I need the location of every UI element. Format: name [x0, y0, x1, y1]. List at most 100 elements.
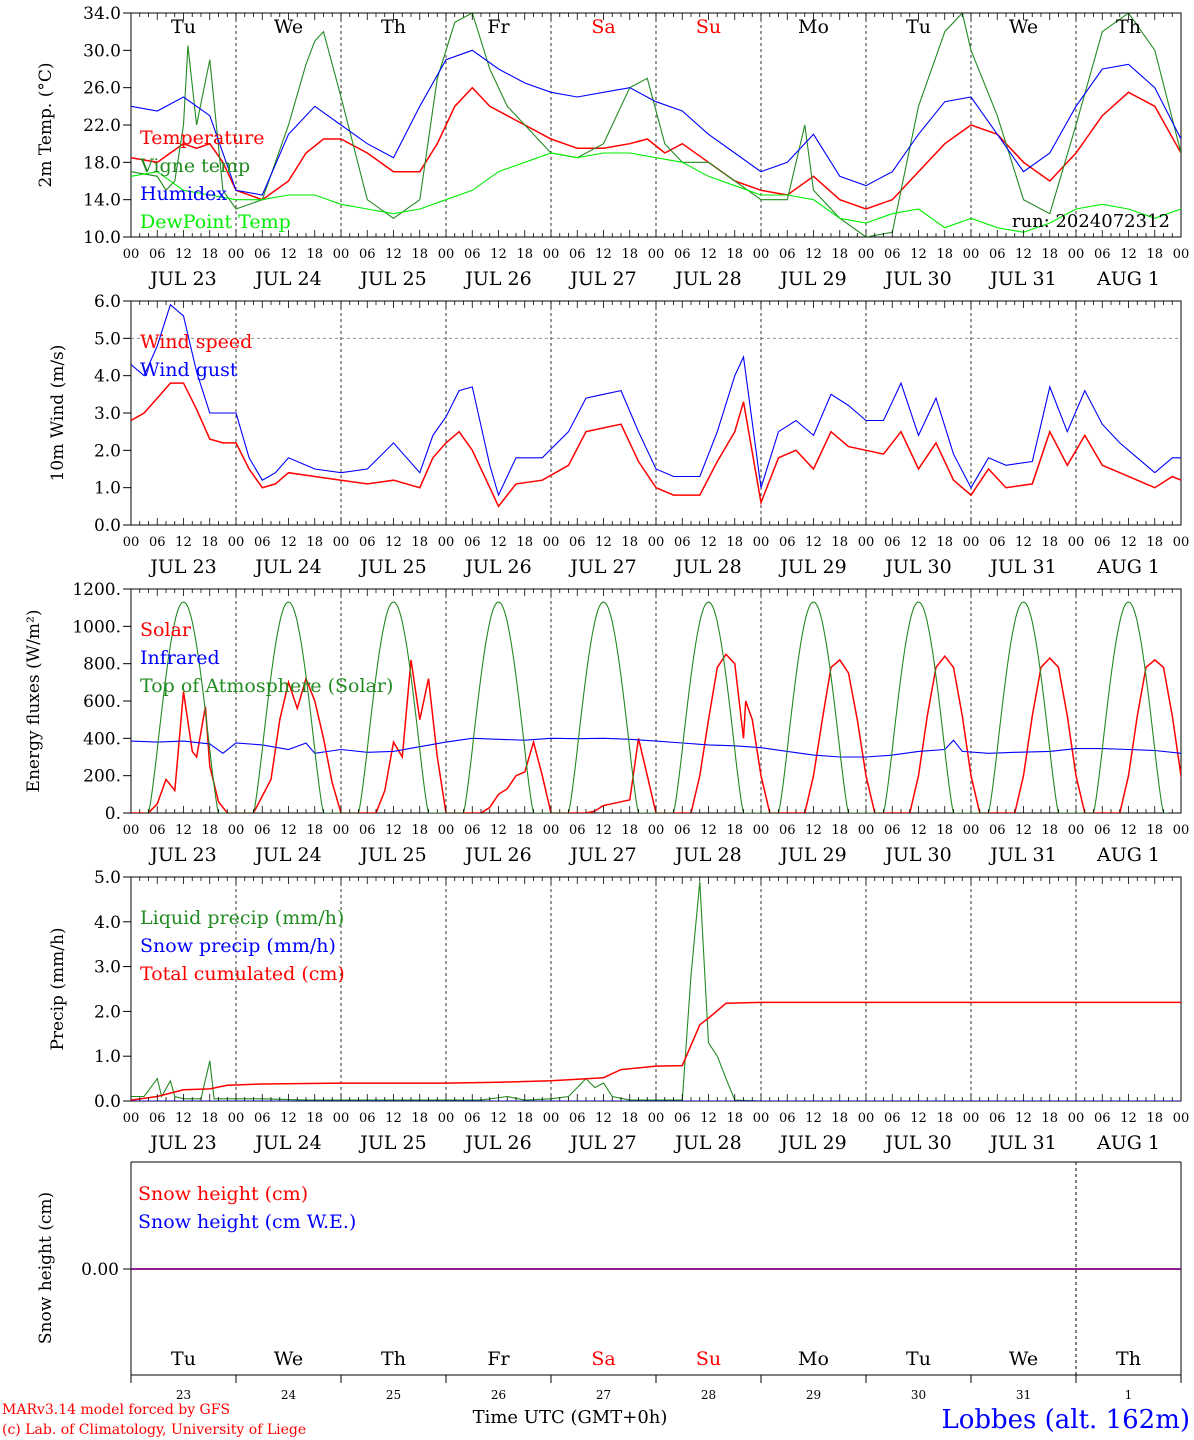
y-tick-label: 10.0	[83, 228, 121, 248]
hour-label: 00	[1173, 247, 1190, 262]
day-number: 25	[386, 1388, 401, 1402]
hour-label: 12	[595, 1111, 612, 1126]
energy-x-ticks	[130, 589, 1182, 813]
day-name: Sa	[591, 16, 615, 38]
hour-label: 00	[753, 535, 770, 550]
hour-label: 18	[831, 1111, 848, 1126]
wind-series-lines	[131, 303, 1181, 508]
date-label: JUL 25	[358, 268, 426, 290]
hour-label: 12	[700, 1111, 717, 1126]
hour-label: 06	[674, 823, 691, 838]
y-tick-label: 3.0	[94, 404, 121, 424]
hour-label: 00	[123, 1111, 140, 1126]
hour-label: 06	[254, 823, 271, 838]
hour-label: 18	[1146, 535, 1163, 550]
hour-label: 00	[333, 535, 350, 550]
hour-label: 00	[963, 1111, 980, 1126]
date-label: JUL 31	[988, 556, 1056, 578]
day-name: Th	[1116, 1348, 1141, 1370]
hour-label: 12	[280, 823, 297, 838]
y-tick-label: 0.	[105, 804, 121, 824]
hour-label: 12	[490, 535, 507, 550]
hour-label: 00	[963, 823, 980, 838]
legend-wind-speed: Wind speed	[140, 331, 252, 353]
hour-label: 00	[228, 247, 245, 262]
y-tick-label: 26.0	[83, 79, 121, 99]
hour-label: 00	[333, 1111, 350, 1126]
date-label: JUL 31	[988, 844, 1056, 866]
y-tick-label: 1.0	[94, 1047, 121, 1067]
hour-label: 18	[936, 823, 953, 838]
temperature-series-3	[131, 152, 1181, 233]
date-label: JUL 24	[253, 844, 321, 866]
hour-label: 00	[333, 823, 350, 838]
day-name: Fr	[487, 1348, 510, 1370]
hour-label: 00	[543, 823, 560, 838]
hour-label: 06	[254, 535, 271, 550]
precip-series-lines	[131, 881, 1181, 1101]
temperature-series-2	[131, 49, 1181, 196]
hour-label: 00	[438, 823, 455, 838]
day-name: Tu	[171, 1348, 196, 1370]
hour-label: 00	[753, 823, 770, 838]
y-tick-label: 800.	[83, 655, 121, 675]
energy-plot-frame	[130, 588, 1182, 814]
hour-label: 00	[123, 823, 140, 838]
hour-label: 18	[1041, 1111, 1058, 1126]
date-label: JUL 31	[988, 1132, 1056, 1154]
hour-label: 00	[228, 1111, 245, 1126]
day-name: We	[1009, 16, 1038, 38]
hour-label: 06	[779, 535, 796, 550]
y-tick-label: 2.0	[94, 1002, 121, 1022]
date-label: JUL 26	[463, 268, 531, 290]
toa-solar-series	[144, 601, 1168, 813]
legend-solar: Solar	[140, 619, 192, 641]
hour-label: 18	[621, 535, 638, 550]
temperature-y-ticks: 10.0 14.0 18.0 22.0 26.0 30.0 34.0	[83, 4, 131, 248]
hour-label: 00	[1068, 1111, 1085, 1126]
time-axis-label: Time UTC (GMT+0h)	[473, 1407, 668, 1428]
y-tick-label: 6.0	[94, 292, 121, 312]
hour-label: 18	[831, 535, 848, 550]
hour-label: 00	[123, 247, 140, 262]
hour-label: 12	[910, 535, 927, 550]
energy-series-0	[131, 653, 1181, 813]
y-tick-label: 14.0	[83, 191, 121, 211]
hour-label: 18	[411, 535, 428, 550]
hour-label: 00	[543, 1111, 560, 1126]
energy-series-lines	[131, 601, 1181, 813]
hour-label: 18	[306, 247, 323, 262]
hour-label: 18	[726, 823, 743, 838]
hour-label: 12	[385, 247, 402, 262]
hour-label: 18	[411, 823, 428, 838]
day-number: 24	[281, 1388, 297, 1402]
date-label: JUL 26	[463, 556, 531, 578]
wind-plot-frame	[130, 300, 1182, 526]
hour-label: 12	[1015, 823, 1032, 838]
date-label: JUL 29	[778, 1132, 846, 1154]
hour-label: 06	[359, 535, 376, 550]
hour-label: 12	[700, 247, 717, 262]
wind-series-1	[131, 303, 1181, 497]
legend-wind-gust: Wind gust	[140, 359, 238, 381]
run-label: run: 2024072312	[1012, 211, 1170, 232]
y-tick-label: 5.0	[94, 868, 121, 888]
hour-label: 06	[779, 823, 796, 838]
temperature-hour-labels: 00 06 12 18 00 06 12 18 00 06 12 18 00 06 12 18 00 06 12 18…	[123, 247, 1190, 262]
date-label: AUG 1	[1096, 556, 1160, 578]
day-name: Tu	[906, 1348, 931, 1370]
date-label: JUL 30	[883, 556, 951, 578]
precip-series-0	[131, 881, 1181, 1101]
credit-line-2: (c) Lab. of Climatology, University of L…	[2, 1422, 306, 1438]
legend-snow-precip: Snow precip (mm/h)	[140, 935, 336, 957]
legend-snow-height: Snow height (cm)	[138, 1183, 308, 1205]
precip-y-ticks: 0.0 1.0 2.0 3.0 4.0 5.0	[94, 868, 131, 1112]
hour-label: 00	[438, 535, 455, 550]
hour-label: 12	[595, 823, 612, 838]
day-name: We	[274, 16, 303, 38]
energy-date-labels: JUL 23 JUL 24 JUL 25 JUL 26 JUL 27 JUL 28 JUL …	[148, 844, 1160, 866]
hour-label: 00	[858, 535, 875, 550]
precip-date-labels: JUL 23 JUL 24 JUL 25 JUL 26 JUL 27 JUL 28 JUL …	[148, 1132, 1160, 1154]
credit-line-1: MARv3.14 model forced by GFS	[2, 1402, 230, 1418]
date-label: JUL 29	[778, 556, 846, 578]
